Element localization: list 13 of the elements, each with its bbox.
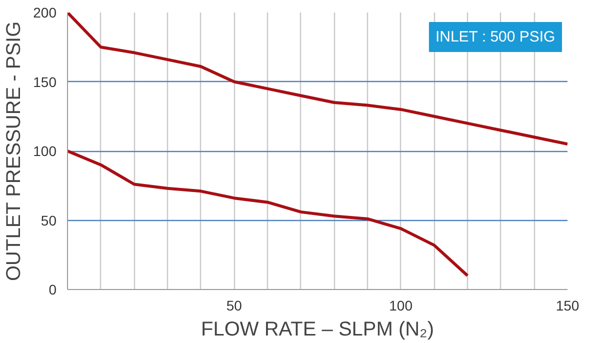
x-axis-title: FLOW RATE – SLPM (N₂) — [201, 318, 434, 340]
x-tick-label: 50 — [226, 298, 242, 314]
line-series — [68, 12, 568, 146]
y-axis-title: OUTLET PRESSURE - PSIG — [3, 21, 26, 282]
x-tick-label: 150 — [556, 298, 580, 314]
x-tick-label: 100 — [389, 298, 413, 314]
y-tick-label: 100 — [33, 143, 57, 159]
y-tick-label: 50 — [40, 212, 57, 228]
annotation: INLET : 500 PSIG — [435, 28, 556, 46]
line-series — [68, 150, 469, 278]
y-tick-label: 200 — [33, 4, 57, 20]
y-tick-label: 150 — [33, 74, 57, 90]
y-tick-label: 0 — [48, 282, 57, 298]
